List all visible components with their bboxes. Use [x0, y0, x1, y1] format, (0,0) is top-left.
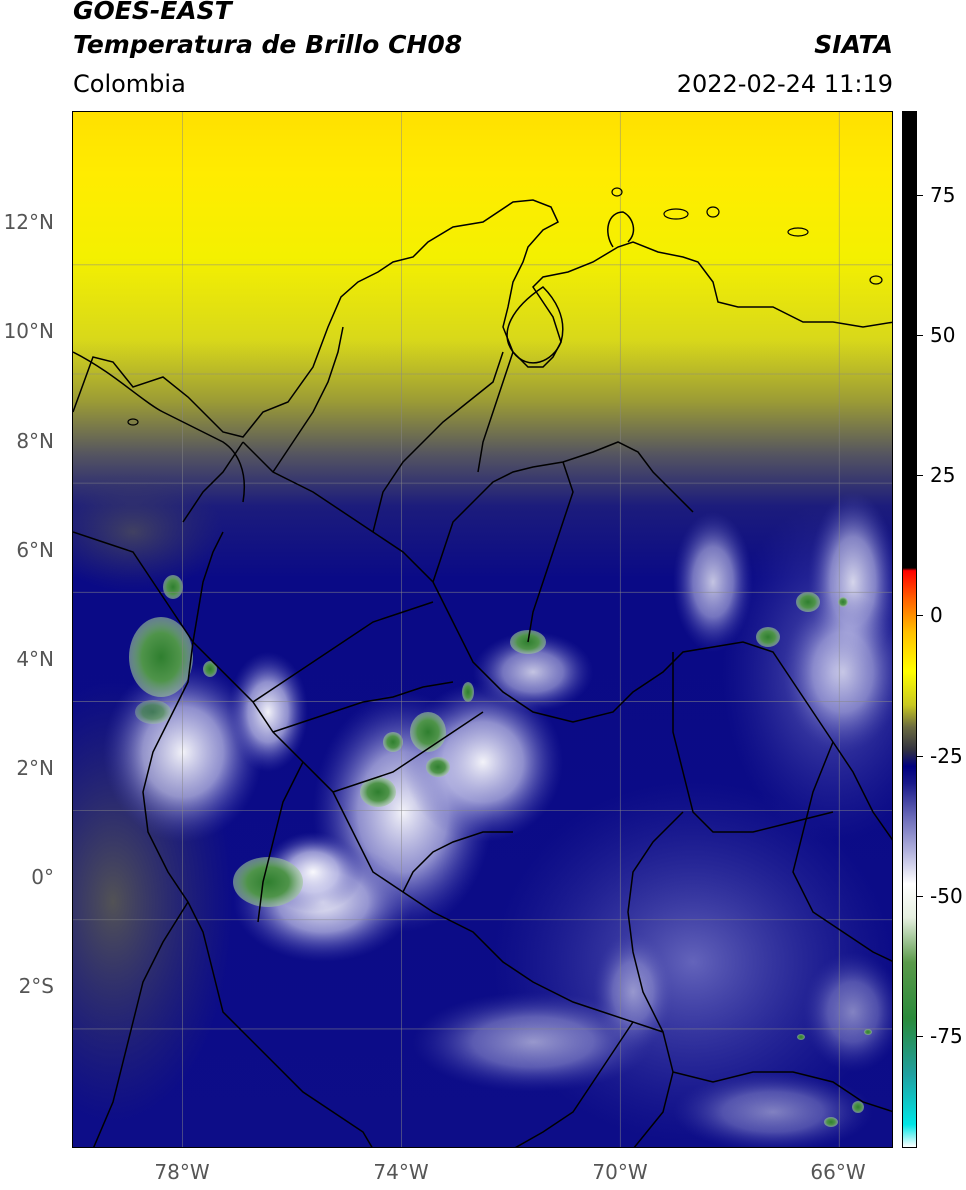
- lat-label-10n: 10°N: [3, 319, 54, 343]
- colorbar-tick-label: 50: [930, 323, 956, 348]
- colorbar: [902, 111, 917, 1148]
- colorbar-tick: [917, 755, 923, 757]
- map-panel[interactable]: [72, 111, 893, 1148]
- colorbar-tick: [917, 335, 923, 337]
- very-cold-cores: [129, 575, 872, 1127]
- colorbar-tick-label: 75: [930, 183, 956, 208]
- lat-label-4n: 4°N: [16, 647, 54, 671]
- colorbar-tick-label: -50: [930, 883, 963, 908]
- country-boundaries: [73, 199, 892, 1147]
- lat-label-8n: 8°N: [16, 429, 54, 453]
- lat-label-2n: 2°N: [16, 756, 54, 780]
- lat-label-12n: 12°N: [3, 210, 54, 234]
- lon-label-78w: 78°W: [154, 1160, 210, 1184]
- datetime-label: 2022-02-24 11:19: [676, 70, 893, 98]
- lon-label-74w: 74°W: [373, 1160, 429, 1184]
- colorbar-tick: [917, 475, 923, 477]
- title-satellite: GOES-EAST: [73, 0, 232, 25]
- colorbar-tick-label: 0: [930, 603, 943, 628]
- caribbean-warm-area: [73, 472, 223, 592]
- graticule: [73, 112, 892, 1147]
- colorbar-tick-label: -75: [930, 1023, 963, 1048]
- lat-label-0: 0°: [31, 865, 54, 889]
- colorbar-tick: [917, 1035, 923, 1037]
- colorbar-tick-label: -25: [930, 743, 963, 768]
- brightness-temperature-map: [73, 112, 892, 1147]
- colorbar-tick: [917, 895, 923, 897]
- lon-label-70w: 70°W: [592, 1160, 648, 1184]
- colorbar-tick: [917, 615, 923, 617]
- colorbar-tick: [917, 195, 923, 197]
- lat-label-2s: 2°S: [18, 974, 54, 998]
- region-label: Colombia: [73, 70, 186, 98]
- title-product: Temperatura de Brillo CH08: [73, 30, 463, 59]
- colorbar-tick-label: 25: [930, 463, 956, 488]
- lat-label-6n: 6°N: [16, 538, 54, 562]
- lon-label-66w: 66°W: [810, 1160, 866, 1184]
- caribbean-islands: [127, 187, 883, 426]
- organization-label: SIATA: [814, 30, 893, 59]
